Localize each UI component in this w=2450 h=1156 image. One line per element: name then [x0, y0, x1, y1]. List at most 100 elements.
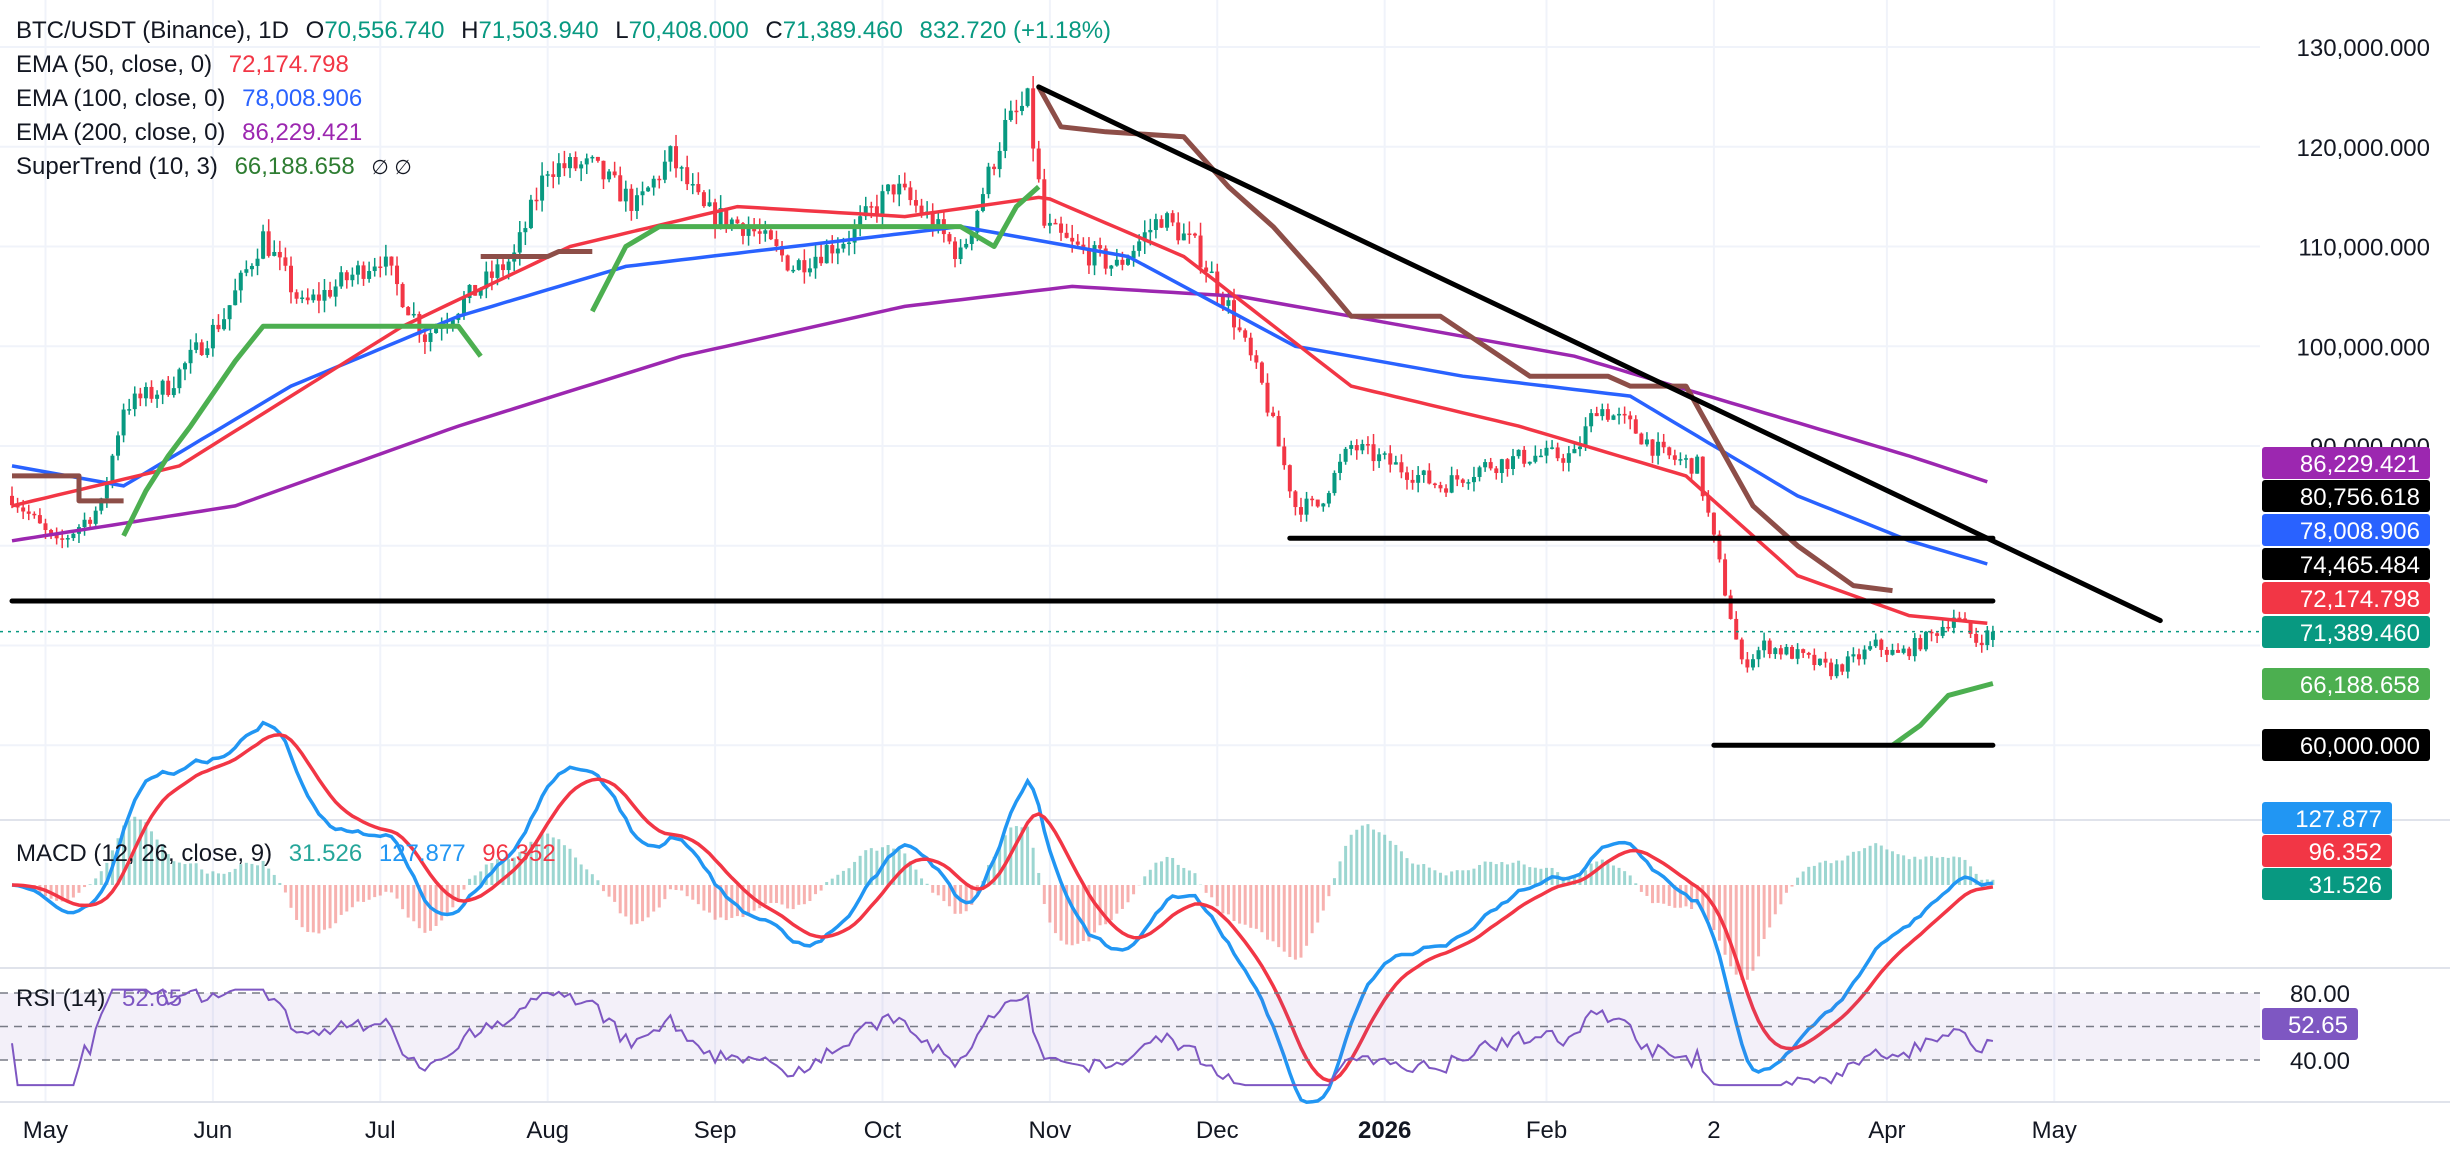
candle-body [735, 219, 740, 224]
ema200-value: 86,229.421 [242, 119, 363, 146]
candle-body [171, 388, 176, 396]
candle-body [690, 184, 695, 186]
candle-body [791, 269, 796, 272]
supertrend-down-segment [1036, 85, 1893, 594]
ema100-label: EMA (100, close, 0) [16, 85, 226, 112]
rsi-pane[interactable] [0, 988, 2260, 1087]
candle-body [422, 334, 427, 342]
candle-body [1879, 639, 1884, 650]
candle-body [1884, 649, 1889, 655]
candle-body [277, 251, 282, 258]
candle-body [657, 178, 662, 181]
candle-body [891, 184, 896, 195]
macd-label: MACD (12, 26, close, 9) [16, 840, 273, 867]
rsi-legend[interactable]: RSI (14) 52.65 [16, 985, 192, 1013]
candle-body [1298, 507, 1303, 515]
candle-body [685, 167, 690, 185]
candle-body [305, 297, 310, 301]
time-tick-label: Sep [694, 1117, 737, 1144]
candle-body [1053, 222, 1058, 225]
macd-legend[interactable]: MACD (12, 26, close, 9) 31.526 127.877 9… [16, 840, 566, 868]
candle-body [1360, 444, 1365, 451]
candle-body [1617, 413, 1622, 416]
candle-body [121, 409, 126, 436]
legend-row-supertrend[interactable]: SuperTrend (10, 3) 66,188.658 ∅ ∅ [16, 150, 1121, 185]
candle-body [713, 202, 718, 226]
candle-body [272, 251, 277, 256]
legend-row-ema100[interactable]: EMA (100, close, 0) 78,008.906 [16, 82, 1121, 116]
candle-body [1354, 445, 1359, 451]
rsi-label: RSI (14) [16, 985, 106, 1012]
candle-body [1778, 648, 1783, 655]
candle-body [1527, 461, 1532, 464]
candle-body [1856, 654, 1861, 660]
candle-body [1817, 658, 1822, 666]
price-axis[interactable]: 130,000.000 120,000.000 110,000.000 100,000… [2290, 35, 2430, 1075]
candle-body [1405, 472, 1409, 480]
candle-body [590, 156, 595, 159]
candle-body [1516, 449, 1521, 457]
candle-body [65, 538, 70, 540]
candle-body [138, 393, 143, 399]
price-pane[interactable] [0, 76, 2260, 748]
candle-body [199, 342, 204, 356]
candle-body [1633, 419, 1638, 434]
candle-body [986, 166, 991, 195]
symbol-label[interactable]: BTC/USDT (Binance), 1D [16, 17, 289, 44]
candle-body [1583, 426, 1588, 447]
candle-body [947, 234, 952, 242]
candle-body [255, 258, 260, 266]
candle-body [662, 161, 667, 180]
candle-body [1031, 88, 1036, 149]
candle-body [1901, 648, 1906, 653]
candle-body [618, 175, 623, 202]
candle-body [1126, 258, 1130, 265]
candle-body [1890, 649, 1895, 655]
price-tick-label: 100,000.000 [2297, 334, 2430, 361]
legend-row-ema200[interactable]: EMA (200, close, 0) 86,229.421 [16, 116, 1121, 150]
candle-body [1377, 454, 1382, 462]
price-tag-label: 78,008.906 [2300, 518, 2420, 545]
candle-body [1974, 633, 1979, 643]
candle-body [517, 232, 522, 253]
macd-pane[interactable] [11, 720, 1995, 1104]
candle-body [300, 297, 305, 300]
candle-body [1806, 652, 1811, 655]
candle-body [406, 307, 411, 316]
time-tick-label: May [2032, 1117, 2077, 1144]
time-tick-label: Dec [1196, 1117, 1239, 1144]
candle-body [1639, 433, 1644, 445]
time-tick-label: Feb [1526, 1117, 1567, 1144]
ema50-label: EMA (50, close, 0) [16, 51, 213, 78]
candle-body [1209, 271, 1214, 274]
candle-body [82, 519, 87, 528]
candle-body [1315, 499, 1320, 507]
candle-body [367, 271, 372, 279]
legend-row-ema50[interactable]: EMA (50, close, 0) 72,174.798 [16, 48, 1121, 82]
candle-body [383, 256, 388, 267]
candle-body [1410, 479, 1415, 483]
candle-body [1695, 456, 1700, 474]
high-label: H [461, 17, 479, 44]
candle-body [1248, 337, 1253, 356]
time-axis[interactable]: May Jun Jul Aug Sep Oct Nov Dec 2026 Feb 2 Apr May [23, 1117, 2077, 1144]
candle-body [1326, 493, 1331, 504]
candle-body [1538, 455, 1543, 458]
candle-body [1276, 416, 1281, 447]
candle-body [506, 261, 511, 271]
candle-body [450, 319, 455, 325]
candle-body [328, 289, 333, 297]
candle-body [400, 284, 405, 308]
candle-body [545, 174, 550, 176]
time-tick-label: 2 [1707, 1117, 1720, 1144]
candle-body [1098, 245, 1103, 249]
candle-body [43, 523, 48, 531]
candle-body [1304, 498, 1309, 515]
candle-body [21, 507, 26, 512]
candle-body [528, 199, 533, 229]
candle-body [1773, 648, 1778, 655]
candle-body [1483, 462, 1488, 468]
candle-body [1957, 617, 1962, 620]
macd-hist-value: 31.526 [288, 840, 363, 867]
